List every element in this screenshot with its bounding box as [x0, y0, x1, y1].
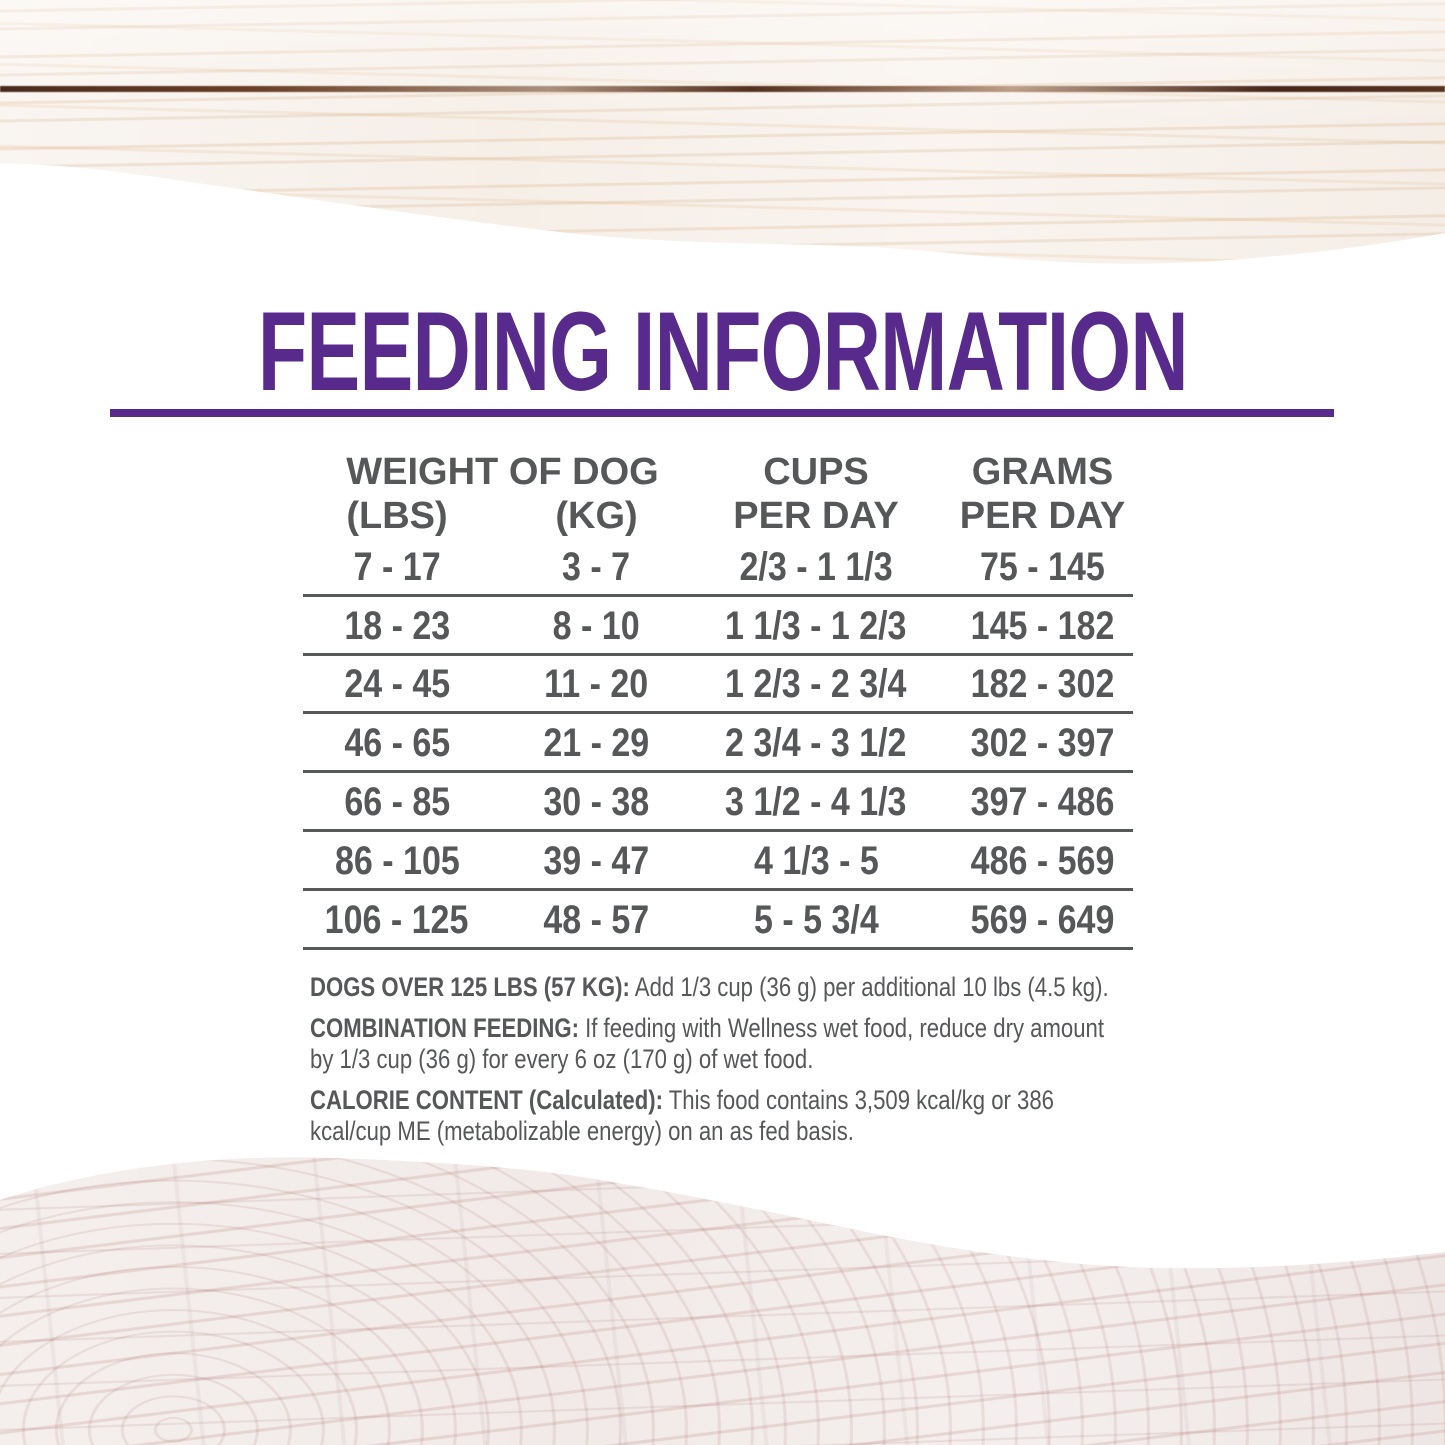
header-grams-per-day: PER DAY — [959, 495, 1126, 537]
header-cups-per-day: PER DAY — [733, 495, 899, 537]
table-body: 7 - 17 3 - 7 2/3 - 1 1/3 75 - 145 18 - 2… — [303, 538, 1155, 950]
table-cell: 11 - 20 — [544, 662, 649, 707]
table-cell: 48 - 57 — [543, 897, 650, 942]
table-cell: 2/3 - 1 1/3 — [739, 544, 893, 589]
table-cell: 75 - 145 — [980, 544, 1105, 589]
table-cell: 2 3/4 - 3 1/2 — [725, 721, 907, 766]
table-cell: 46 - 65 — [344, 721, 450, 766]
header-kg: (KG) — [555, 495, 638, 537]
table-cell: 18 - 23 — [344, 603, 450, 648]
table-cell: 1 1/3 - 1 2/3 — [725, 603, 907, 648]
table-cell: 4 1/3 - 5 — [753, 838, 879, 883]
table-cell: 486 - 569 — [970, 838, 1115, 883]
page-title: FEEDING INFORMATION — [0, 289, 1445, 414]
table-cell: 182 - 302 — [970, 662, 1115, 707]
feeding-notes: DOGS OVER 125 LBS (57 KG): Add 1/3 cup (… — [310, 972, 1170, 1157]
table-row: 106 - 125 48 - 57 5 - 5 3/4 569 - 649 — [303, 891, 1155, 950]
table-cell: 302 - 397 — [970, 721, 1115, 766]
note-dogs-over-125: DOGS OVER 125 LBS (57 KG): Add 1/3 cup (… — [310, 972, 1109, 1002]
header-weight-of-dog: WEIGHT OF DOG — [346, 451, 659, 493]
table-cell: 24 - 45 — [344, 662, 450, 707]
table-cell: 7 - 17 — [353, 544, 441, 589]
note-calorie-content: CALORIE CONTENT (Calculated): This food … — [310, 1085, 1055, 1146]
table-cell: 397 - 486 — [970, 780, 1115, 825]
table-header: WEIGHT OF DOG CUPS GRAMS — [303, 450, 1155, 494]
table-cell: 8 - 10 — [553, 603, 640, 648]
table-row: 18 - 23 8 - 10 1 1/3 - 1 2/3 145 - 182 — [303, 597, 1155, 656]
table-row: 66 - 85 30 - 38 3 1/2 - 4 1/3 397 - 486 — [303, 773, 1155, 832]
feeding-table: WEIGHT OF DOG CUPS GRAMS (LBS) (KG) PER … — [303, 450, 1155, 950]
table-cell: 145 - 182 — [970, 603, 1115, 648]
table-cell: 86 - 105 — [334, 838, 460, 883]
note-combination-feeding: COMBINATION FEEDING: If feeding with Wel… — [310, 1013, 1105, 1074]
table-cell: 3 - 7 — [562, 544, 631, 589]
table-cell: 1 2/3 - 2 3/4 — [725, 662, 907, 707]
table-cell: 106 - 125 — [325, 897, 469, 942]
wood-texture-bottom — [0, 1140, 1445, 1445]
table-cell: 39 - 47 — [543, 838, 650, 883]
table-row: 46 - 65 21 - 29 2 3/4 - 3 1/2 302 - 397 — [303, 714, 1155, 773]
header-cups: CUPS — [763, 451, 869, 493]
header-grams: GRAMS — [971, 451, 1114, 493]
table-row: 86 - 105 39 - 47 4 1/3 - 5 486 - 569 — [303, 832, 1155, 891]
wood-texture-top — [0, 0, 1445, 280]
header-lbs: (LBS) — [346, 495, 448, 537]
note-label: DOGS OVER 125 LBS (57 KG): — [310, 972, 630, 1002]
table-cell: 5 - 5 3/4 — [753, 897, 879, 942]
note-label: CALORIE CONTENT (Calculated): — [310, 1085, 664, 1115]
note-label: COMBINATION FEEDING: — [310, 1013, 579, 1043]
table-cell: 3 1/2 - 4 1/3 — [725, 780, 907, 825]
table-cell: 21 - 29 — [543, 721, 650, 766]
table-row: 7 - 17 3 - 7 2/3 - 1 1/3 75 - 145 — [303, 538, 1155, 597]
plank-seam-line — [0, 86, 1445, 92]
title-underline — [110, 409, 1334, 417]
table-cell: 30 - 38 — [543, 780, 650, 825]
page-title-text: FEEDING INFORMATION — [257, 288, 1188, 414]
table-cell: 66 - 85 — [344, 780, 450, 825]
table-row: 24 - 45 11 - 20 1 2/3 - 2 3/4 182 - 302 — [303, 656, 1155, 715]
table-header-units: (LBS) (KG) PER DAY PER DAY — [303, 494, 1155, 538]
table-cell: 569 - 649 — [970, 897, 1115, 942]
